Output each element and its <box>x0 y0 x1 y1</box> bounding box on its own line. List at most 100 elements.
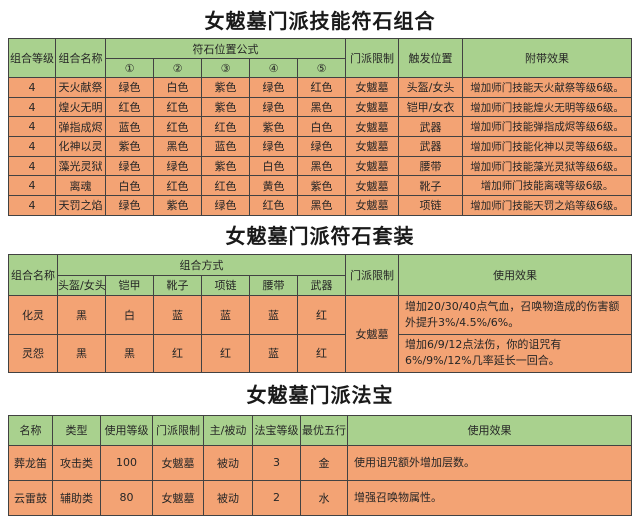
treasure-grade: 3 <box>252 444 301 481</box>
slot-armor: 黑 <box>105 333 154 373</box>
header-slot-boots: 靴子 <box>153 274 202 296</box>
combo-name: 煌火无明 <box>55 96 106 118</box>
header-slot-weapon: 武器 <box>297 274 346 296</box>
combo-name: 天罚之焰 <box>55 195 106 216</box>
slot-weapon: 红 <box>297 294 346 335</box>
combo-name: 藻光灵狱 <box>55 155 106 177</box>
rune-1: 蓝色 <box>105 116 154 138</box>
table-row: 化灵 黑 白 蓝 蓝 蓝 红 女魃墓 增加20/30/40点气血，召唤物造成的伤… <box>8 294 632 373</box>
combo-level: 4 <box>8 136 56 157</box>
rune-set-table: 组合名称 组合方式 门派限制 使用效果 头盔/女头 铠甲 靴子 项链 腰带 武器… <box>8 253 632 373</box>
active-passive: 被动 <box>203 444 253 481</box>
slot-boots: 红 <box>153 333 202 373</box>
skill-combo-table-title: 女魃墓门派技能符石组合 <box>204 8 436 33</box>
combo-name: 弹指成烬 <box>55 116 106 138</box>
treasure-type: 攻击类 <box>52 444 101 481</box>
rune-3: 绿色 <box>201 195 250 216</box>
rune-1: 红色 <box>105 96 154 118</box>
rune-5: 黑色 <box>296 195 347 216</box>
combo-level: 4 <box>8 155 56 177</box>
header-sect-limit: 门派限制 <box>345 253 399 296</box>
header-treasure-grade: 法宝等级 <box>252 414 301 446</box>
header-slot-belt: 腰带 <box>249 274 298 296</box>
best-element: 水 <box>300 479 348 516</box>
header-combo-method: 组合方式 <box>57 253 346 276</box>
header-use-level: 使用等级 <box>100 414 153 446</box>
bonus-effect: 增加师门技能天罚之焰等级6级。 <box>462 195 633 216</box>
rune-1: 白色 <box>105 175 154 197</box>
sect-limit: 女魃墓 <box>345 136 400 157</box>
header-trigger-slot: 触发位置 <box>398 38 464 78</box>
slot-boots: 蓝 <box>153 294 202 335</box>
use-level: 100 <box>100 444 153 481</box>
combo-level: 4 <box>8 77 56 98</box>
trigger-slot: 武器 <box>398 136 464 157</box>
rune-5: 白色 <box>296 116 347 138</box>
active-passive: 被动 <box>203 479 253 516</box>
table-row: 4 天罚之焰 绿色 紫色 绿色 红色 黑色 女魃墓 项链 增加师门技能天罚之焰等… <box>8 195 633 216</box>
sect-limit: 女魃墓 <box>345 195 400 216</box>
rune-5: 紫色 <box>296 175 347 197</box>
rune-3: 紫色 <box>201 96 250 118</box>
treasure-name: 葬龙笛 <box>8 444 53 481</box>
header-slot-necklace: 项链 <box>201 274 250 296</box>
rune-2: 红色 <box>153 175 202 197</box>
rune-5: 黑色 <box>296 155 347 177</box>
treasure-table-title: 女魃墓门派法宝 <box>246 383 394 408</box>
header-pos-3: ③ <box>201 58 250 78</box>
combo-level: 4 <box>8 175 56 197</box>
sect-limit: 女魃墓 <box>345 175 400 197</box>
rune-4: 绿色 <box>249 77 298 98</box>
header-treasure-type: 类型 <box>52 414 101 446</box>
header-rune-position-formula: 符石位置公式 <box>104 38 347 59</box>
best-element: 金 <box>300 444 348 481</box>
combo-level: 4 <box>8 96 56 118</box>
header-pos-4: ④ <box>249 58 298 78</box>
rune-3: 红色 <box>201 175 250 197</box>
use-effect: 使用诅咒额外增加层数。 <box>347 444 632 481</box>
skill-rune-combo-table: 组合等级 组合名称 符石位置公式 门派限制 触发位置 附带效果 ① ② ③ ④ … <box>8 38 633 216</box>
combo-name: 离魂 <box>55 175 106 197</box>
table-row: 4 天火献祭 绿色 白色 紫色 绿色 红色 女魃墓 头盔/女头 增加师门技能天火… <box>8 77 633 98</box>
sect-limit: 女魃墓 <box>152 444 204 481</box>
rune-2: 黑色 <box>153 136 202 157</box>
slot-belt: 蓝 <box>249 294 298 335</box>
rune-3: 蓝色 <box>201 136 250 157</box>
sect-limit: 女魃墓 <box>345 96 400 118</box>
combo-name: 天火献祭 <box>55 77 106 98</box>
treasure-grade: 2 <box>252 479 301 516</box>
header-treasure-name: 名称 <box>8 414 53 446</box>
table-row: 灵怨 黑 黑 红 红 蓝 红 增加6/9/12点法伤，你的诅咒有6%/9%/12… <box>8 333 632 373</box>
header-slot-helmet: 头盔/女头 <box>57 274 106 296</box>
set-name: 灵怨 <box>8 333 58 373</box>
rune-1: 绿色 <box>105 155 154 177</box>
header-active-passive: 主/被动 <box>203 414 253 446</box>
header-sect-limit: 门派限制 <box>152 414 204 446</box>
rune-3: 紫色 <box>201 77 250 98</box>
header-bonus-effect: 附带效果 <box>462 38 633 78</box>
sect-limit: 女魃墓 <box>345 294 399 373</box>
rune-4: 紫色 <box>249 116 298 138</box>
rune-2: 白色 <box>153 77 202 98</box>
rune-2: 紫色 <box>153 195 202 216</box>
bonus-effect: 增加师门技能离魂等级6级。 <box>462 175 633 197</box>
rune-2: 红色 <box>153 96 202 118</box>
header-combo-name: 组合名称 <box>55 38 106 78</box>
rune-1: 绿色 <box>105 77 154 98</box>
sect-limit: 女魃墓 <box>345 77 400 98</box>
header-row: 名称 类型 使用等级 门派限制 主/被动 法宝等级 最优五行 使用效果 <box>8 414 632 446</box>
table-row: 4 煌火无明 红色 红色 紫色 绿色 黑色 女魃墓 铠甲/女衣 增加师门技能煌火… <box>8 96 633 118</box>
trigger-slot: 靴子 <box>398 175 464 197</box>
rune-2: 红色 <box>153 116 202 138</box>
use-effect: 增强召唤物属性。 <box>347 479 632 516</box>
bonus-effect: 增加师门技能弹指成烬等级6级。 <box>462 116 633 138</box>
table-row: 4 藻光灵狱 绿色 绿色 紫色 白色 黑色 女魃墓 腰带 增加师门技能藻光灵狱等… <box>8 155 633 177</box>
slot-armor: 白 <box>105 294 154 335</box>
header-row: 组合名称 组合方式 门派限制 使用效果 <box>8 253 632 296</box>
rune-3: 红色 <box>201 116 250 138</box>
header-pos-5: ⑤ <box>296 58 347 78</box>
slot-belt: 蓝 <box>249 333 298 373</box>
trigger-slot: 头盔/女头 <box>398 77 464 98</box>
slot-helmet: 黑 <box>57 333 106 373</box>
rune-3: 紫色 <box>201 155 250 177</box>
